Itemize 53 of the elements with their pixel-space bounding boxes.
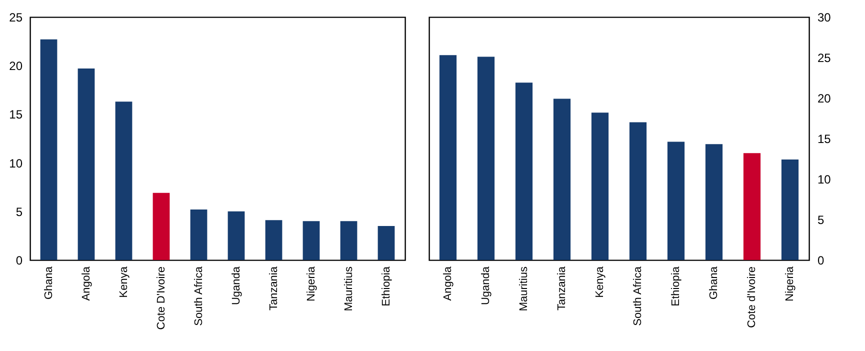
- x-tick-label: Nigeria: [784, 266, 796, 302]
- x-tick-label: Tanzania: [556, 266, 568, 311]
- x-tick-label: Tanzania: [268, 266, 280, 311]
- bar: [190, 209, 208, 260]
- x-tick-label: Ghana: [708, 266, 720, 300]
- y2-tick-label: 15: [818, 132, 832, 146]
- x-tick-label: Cote d'Ivoire: [746, 266, 758, 328]
- x-tick-label: Ethiopia: [380, 266, 392, 306]
- bar: [340, 221, 358, 260]
- x-tick-label: Nigeria: [305, 266, 318, 302]
- bar: [553, 98, 571, 260]
- bar: [705, 144, 723, 260]
- x-tick-label: Angola: [80, 266, 92, 301]
- bar: [115, 102, 132, 260]
- bar: [743, 153, 761, 260]
- x-tick-label: Mauritius: [518, 266, 530, 312]
- x-tick-label: Ethiopia: [670, 266, 682, 306]
- x-tick-label: Ghana: [42, 266, 55, 300]
- bar: [591, 112, 609, 260]
- bar: [477, 56, 495, 260]
- x-tick-label: Kenya: [118, 266, 130, 298]
- y-tick-label: 5: [16, 204, 23, 219]
- x-tick-label: Kenya: [594, 266, 606, 298]
- y2-tick-label: 30: [818, 10, 832, 24]
- bar: [667, 142, 685, 260]
- bar: [629, 122, 647, 260]
- bar: [781, 160, 799, 260]
- x-tick-label: Angola: [442, 266, 454, 301]
- y2-tick-label: 20: [818, 92, 832, 106]
- y-tick-label: 15: [9, 108, 23, 122]
- bar: [228, 211, 245, 260]
- y2-tick-label: 25: [818, 51, 832, 65]
- y-tick-label: 25: [9, 10, 23, 24]
- x-tick-label: Uganda: [230, 266, 242, 306]
- bar: [265, 220, 282, 260]
- y-tick-label: 10: [9, 156, 23, 170]
- bar: [439, 55, 457, 260]
- y2-tick-label: 5: [818, 213, 824, 227]
- x-tick-label: Cote D'Ivoire: [155, 266, 168, 330]
- y-tick-label: 0: [16, 254, 23, 268]
- x-tick-label: Mauritius: [342, 266, 355, 312]
- bar: [152, 192, 170, 260]
- x-tick-label: South Africa: [632, 266, 644, 326]
- bar: [378, 226, 395, 260]
- x-tick-label: Uganda: [480, 266, 492, 306]
- y2-tick-label: 10: [818, 172, 832, 186]
- x-tick-label: South Africa: [192, 266, 205, 326]
- y2-tick-label: 0: [818, 254, 824, 268]
- y-tick-label: 20: [9, 59, 23, 74]
- bar: [78, 68, 95, 260]
- bar: [302, 221, 320, 260]
- bar: [40, 39, 58, 260]
- bar: [515, 82, 533, 260]
